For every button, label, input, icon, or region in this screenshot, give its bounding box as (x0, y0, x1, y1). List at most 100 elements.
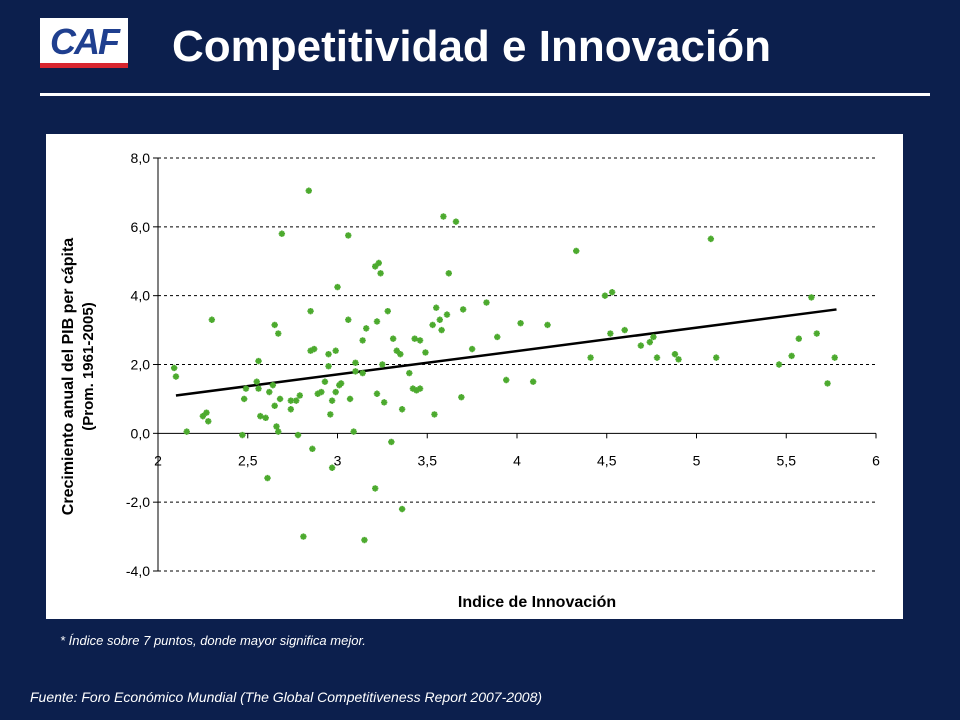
x-tick-label: 2,5 (238, 452, 258, 468)
data-point (503, 376, 510, 384)
data-point (334, 283, 341, 291)
data-point (775, 361, 783, 368)
data-point (328, 464, 336, 471)
data-point (601, 292, 609, 299)
data-point (517, 320, 524, 327)
data-point (373, 318, 381, 325)
data-point (409, 385, 417, 392)
data-point (494, 333, 501, 341)
scatter-chart: -4,0 -2,0 0,0 2,0 4,0 6,0 8,0 2 2,5 3 3,5 4 4,5 5 5,5 6… (60, 150, 880, 611)
data-point (269, 381, 277, 389)
logo-red-bar (40, 63, 128, 68)
data-point (373, 390, 381, 397)
data-point (337, 380, 345, 387)
data-point (352, 368, 359, 375)
data-point (389, 335, 397, 342)
chart-panel: -4,0 -2,0 0,0 2,0 4,0 6,0 8,0 2 2,5 3 3,5 4 4,5 5 5,5 6… (46, 134, 903, 619)
data-point (438, 326, 445, 334)
data-point (707, 235, 715, 243)
data-point (255, 357, 262, 365)
data-point (276, 395, 284, 403)
data-point (422, 349, 429, 356)
data-point (305, 187, 312, 194)
footnote: * Índice sobre 7 puntos, donde mayor sig… (60, 633, 366, 648)
data-point (375, 259, 382, 267)
x-tick-label: 4 (513, 452, 521, 468)
trendline (175, 308, 837, 397)
data-point (328, 397, 336, 404)
data-point (183, 428, 190, 435)
data-point (172, 373, 180, 380)
data-point (271, 321, 278, 329)
data-point (371, 263, 379, 270)
data-point (416, 385, 424, 392)
y-tick-label: 0,0 (131, 425, 151, 441)
data-point (271, 402, 278, 409)
data-point (573, 247, 580, 255)
data-point (314, 390, 321, 397)
data-point (443, 311, 451, 318)
data-point (332, 347, 339, 354)
x-axis-label: Indice de Innovación (458, 594, 616, 611)
data-point (352, 359, 359, 366)
data-point (345, 232, 352, 239)
data-point (359, 369, 366, 377)
data-point (377, 270, 384, 277)
data-point (653, 354, 661, 361)
data-point (452, 218, 460, 225)
data-point (433, 304, 440, 311)
data-point (208, 316, 216, 323)
data-point (350, 428, 357, 435)
data-point (363, 325, 370, 332)
page-title: Competitividad e Innovación (172, 22, 771, 71)
data-point (310, 345, 318, 353)
data-point (650, 333, 657, 341)
data-point (275, 428, 282, 435)
data-point (170, 364, 178, 372)
title-divider (40, 93, 930, 96)
data-point (406, 369, 413, 377)
data-point (293, 397, 300, 404)
y-tick-label: 2,0 (131, 357, 151, 373)
x-tick-label: 6 (872, 452, 880, 468)
data-point (788, 352, 795, 360)
y-tick-label: 6,0 (131, 219, 151, 235)
data-point (393, 347, 400, 354)
data-point (411, 335, 418, 342)
data-point (332, 388, 339, 396)
data-point (384, 307, 391, 315)
data-point (371, 485, 379, 492)
data-point (671, 350, 679, 358)
data-point (309, 445, 316, 453)
data-point (587, 354, 594, 361)
data-point (257, 412, 264, 420)
data-point (345, 316, 352, 323)
data-point (264, 474, 271, 482)
data-point (287, 397, 295, 404)
data-point (436, 316, 444, 323)
y-axis-label: Crecimiento anual del PIB per cápita (60, 238, 77, 516)
data-point (262, 414, 269, 422)
data-point (397, 350, 404, 358)
data-point (275, 330, 282, 337)
data-point (416, 337, 424, 344)
data-point (637, 342, 645, 349)
data-point (544, 321, 551, 329)
data-point (440, 213, 447, 220)
data-point (675, 356, 682, 363)
data-point (327, 411, 334, 418)
data-point (459, 306, 467, 313)
data-point (239, 431, 246, 439)
y-axis-sublabel: (Prom. 1961-2005) (80, 302, 97, 430)
data-point (266, 388, 273, 396)
logo-text: CAF (50, 21, 120, 62)
data-point (831, 354, 838, 361)
data-point (398, 406, 406, 413)
x-tick-label: 2 (154, 452, 162, 468)
data-point (388, 438, 395, 446)
source-note: Fuente: Foro Económico Mundial (The Glob… (30, 689, 543, 705)
data-point (445, 270, 452, 277)
data-point (325, 350, 332, 358)
data-point (458, 393, 465, 401)
caf-logo: CAF (40, 18, 128, 68)
